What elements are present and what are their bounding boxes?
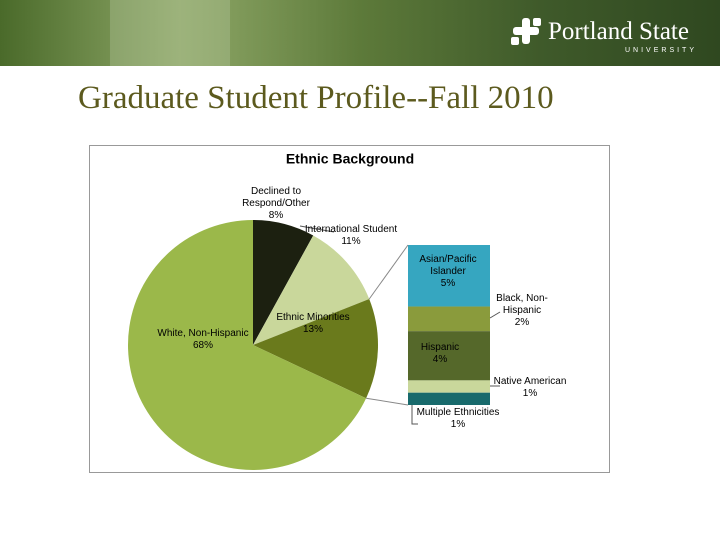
- bar-segment: [408, 245, 490, 307]
- header-highlight: [110, 0, 230, 66]
- bar-segment: [408, 392, 490, 405]
- data-label: Asian/Pacific Islander 5%: [416, 254, 480, 290]
- label-name: Black, Non-Hispanic: [496, 293, 548, 316]
- data-label: Declined to Respond/Other 8%: [234, 186, 318, 222]
- chart-title: Ethnic Background: [286, 151, 414, 167]
- bar-segment: [408, 380, 490, 393]
- label-name: Declined to Respond/Other: [242, 186, 310, 209]
- label-value: 4%: [432, 354, 448, 365]
- pie-slice: [253, 220, 314, 345]
- label-value: 8%: [268, 210, 284, 221]
- connector: [368, 244, 409, 300]
- bar-segment: [408, 306, 490, 332]
- pie-slice: [253, 235, 370, 345]
- leader: [299, 225, 335, 233]
- label-name: Hispanic: [420, 342, 460, 353]
- label-name: Asian/Pacific Islander: [419, 254, 477, 277]
- header-photo: [0, 0, 720, 66]
- label-value: 1%: [522, 388, 538, 399]
- label-name: Native American: [493, 376, 567, 387]
- pie-slice: [253, 298, 378, 399]
- label-name: Multiple Ethnicities: [416, 407, 500, 418]
- data-label: Hispanic 4%: [412, 342, 468, 366]
- logo-sub: UNIVERSITY: [625, 47, 697, 54]
- connector: [366, 397, 409, 406]
- data-label: Multiple Ethnicities 1%: [403, 407, 513, 431]
- data-label: Black, Non-Hispanic 2%: [489, 293, 555, 329]
- label-name: Ethnic Minorities: [276, 312, 350, 323]
- label-name: International Student: [304, 224, 398, 235]
- leader: [411, 405, 418, 425]
- data-label: International Student 11%: [281, 224, 421, 248]
- label-value: 2%: [514, 317, 530, 328]
- data-label: Native American 1%: [480, 376, 580, 400]
- bar-segment: [408, 331, 490, 381]
- pie-slice: [128, 220, 367, 470]
- label-name: White, Non-Hispanic: [157, 328, 249, 339]
- data-label: Ethnic Minorities 13%: [268, 312, 358, 336]
- data-label: White, Non-Hispanic 68%: [138, 328, 268, 352]
- label-value: 5%: [440, 278, 456, 289]
- leader: [489, 311, 501, 319]
- slide-title: Graduate Student Profile--Fall 2010: [78, 80, 554, 116]
- label-value: 68%: [192, 340, 213, 351]
- logo-text: Portland State: [548, 18, 689, 45]
- logo-icon: [511, 18, 541, 45]
- label-value: 1%: [450, 419, 466, 430]
- label-value: 11%: [341, 236, 361, 247]
- label-value: 13%: [302, 324, 323, 335]
